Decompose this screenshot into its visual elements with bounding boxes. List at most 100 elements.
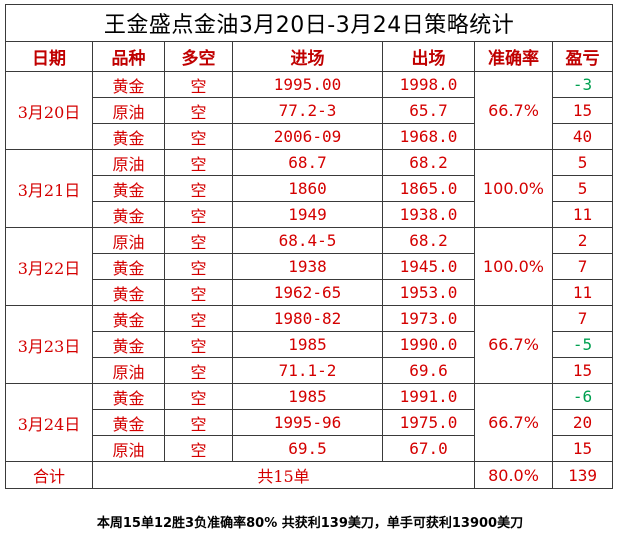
product-cell: 原油	[92, 435, 165, 462]
entry-cell: 1995-96	[232, 409, 383, 436]
accuracy-cell: 100.0%	[474, 227, 553, 306]
product-cell: 黄金	[92, 279, 165, 306]
direction-cell: 空	[164, 149, 233, 176]
date-cell: 3月20日	[5, 71, 93, 150]
table-row: 黄金空 1985 1990.0 -5	[6, 331, 614, 358]
total-label: 合计	[5, 461, 93, 489]
pnl-cell: 5	[551, 149, 614, 176]
weekly-summary: 本周15单12胜3负准确率80% 共获利139美刀，单手可获利13900美刀	[96, 516, 524, 531]
product-cell: 黄金	[92, 253, 165, 280]
exit-cell: 1998.0	[382, 71, 475, 98]
direction-cell: 空	[164, 357, 233, 384]
pnl-cell: 2	[551, 227, 614, 254]
entry-cell: 68.4-5	[232, 227, 383, 254]
accuracy-cell: 66.7%	[474, 305, 553, 384]
accuracy-cell: 100.0%	[474, 149, 553, 228]
entry-cell: 68.7	[232, 149, 383, 176]
product-cell: 黄金	[92, 201, 165, 228]
pnl-cell: 11	[551, 279, 614, 306]
strategy-stats-sheet: 王金盛点金油3月20日-3月24日策略统计 日期 品种 多空 进场 出场 准确率…	[4, 4, 614, 489]
exit-cell: 1973.0	[382, 305, 475, 332]
pnl-cell: 5	[551, 175, 614, 202]
pnl-cell: 40	[551, 123, 614, 150]
product-cell: 原油	[92, 357, 165, 384]
exit-cell: 69.6	[382, 357, 475, 384]
total-accuracy: 80.0%	[474, 461, 553, 489]
pnl-cell: -5	[551, 331, 614, 358]
pnl-cell: -6	[551, 383, 614, 410]
entry-cell: 71.1-2	[232, 357, 383, 384]
exit-cell: 1975.0	[382, 409, 475, 436]
product-cell: 原油	[92, 227, 165, 254]
date-cell: 3月24日	[5, 383, 93, 462]
entry-cell: 1962-65	[232, 279, 383, 306]
product-cell: 黄金	[92, 383, 165, 410]
table-row: 3月24日 黄金空 1985 1991.0 66.7% -6	[5, 383, 614, 462]
product-cell: 黄金	[92, 409, 165, 436]
exit-cell: 1945.0	[382, 253, 475, 280]
exit-cell: 1938.0	[382, 201, 475, 228]
table-row: 3月23日 黄金空 1980-82 1973.0 66.7% 7	[5, 305, 614, 384]
total-pnl: 139	[551, 461, 614, 489]
date-cell: 3月21日	[5, 149, 93, 228]
entry-cell: 1949	[232, 201, 383, 228]
table-row: 3月22日 原油空 68.4-5 68.2 100.0% 2	[5, 227, 614, 306]
total-row: 合计 共15单 80.0% 139	[5, 461, 614, 489]
accuracy-cell: 66.7%	[474, 71, 553, 150]
header-entry: 进场	[232, 41, 383, 72]
direction-cell: 空	[164, 201, 233, 228]
sheet-title: 王金盛点金油3月20日-3月24日策略统计	[4, 4, 614, 42]
direction-cell: 空	[164, 175, 233, 202]
exit-cell: 68.2	[382, 227, 475, 254]
pnl-cell: -3	[551, 71, 614, 98]
date-cell: 3月22日	[5, 227, 93, 306]
exit-cell: 1968.0	[382, 123, 475, 150]
direction-cell: 空	[164, 123, 233, 150]
direction-cell: 空	[164, 435, 233, 462]
date-cell: 3月23日	[5, 305, 93, 384]
direction-cell: 空	[164, 227, 233, 254]
exit-cell: 68.2	[382, 149, 475, 176]
pnl-cell: 20	[551, 409, 614, 436]
header-accuracy: 准确率	[474, 41, 553, 72]
pnl-cell: 7	[551, 305, 614, 332]
header-direction: 多空	[164, 41, 233, 72]
pnl-cell: 7	[551, 253, 614, 280]
trade-rows: 3月20日 黄金空 1995.00 1998.0 66.7% -3 原油空 77.2-3 65.…	[5, 71, 614, 462]
direction-cell: 空	[164, 305, 233, 332]
direction-cell: 空	[164, 71, 233, 98]
exit-cell: 1865.0	[382, 175, 475, 202]
exit-cell: 1991.0	[382, 383, 475, 410]
table-row: 原油空 71.1-2 69.6 15	[6, 357, 614, 384]
direction-cell: 空	[164, 331, 233, 358]
entry-cell: 77.2-3	[232, 97, 383, 124]
product-cell: 黄金	[92, 175, 165, 202]
table-row: 黄金空 1995-96 1975.0 20	[6, 409, 614, 436]
direction-cell: 空	[164, 383, 233, 410]
entry-cell: 2006-09	[232, 123, 383, 150]
header-product: 品种	[92, 41, 165, 72]
entry-cell: 1938	[232, 253, 383, 280]
pnl-cell: 15	[551, 357, 614, 384]
table-row: 黄金空 2006-09 1968.0 40	[6, 123, 614, 150]
entry-cell: 1995.00	[232, 71, 383, 98]
table-row: 原油空 77.2-3 65.7 15	[6, 97, 614, 124]
direction-cell: 空	[164, 253, 233, 280]
entry-cell: 1985	[232, 331, 383, 358]
exit-cell: 65.7	[382, 97, 475, 124]
entry-cell: 69.5	[232, 435, 383, 462]
header-pnl: 盈亏	[551, 41, 614, 72]
direction-cell: 空	[164, 409, 233, 436]
exit-cell: 67.0	[382, 435, 475, 462]
stats-table: 王金盛点金油3月20日-3月24日策略统计 日期 品种 多空 进场 出场 准确率…	[4, 4, 614, 489]
product-cell: 原油	[92, 97, 165, 124]
header-date: 日期	[5, 41, 93, 72]
entry-cell: 1980-82	[232, 305, 383, 332]
table-row: 黄金空 1949 1938.0 11	[6, 201, 614, 228]
product-cell: 黄金	[92, 123, 165, 150]
pnl-cell: 15	[551, 435, 614, 462]
table-row: 黄金空 1860 1865.0 5	[6, 175, 614, 202]
header-exit: 出场	[382, 41, 475, 72]
product-cell: 原油	[92, 149, 165, 176]
exit-cell: 1953.0	[382, 279, 475, 306]
